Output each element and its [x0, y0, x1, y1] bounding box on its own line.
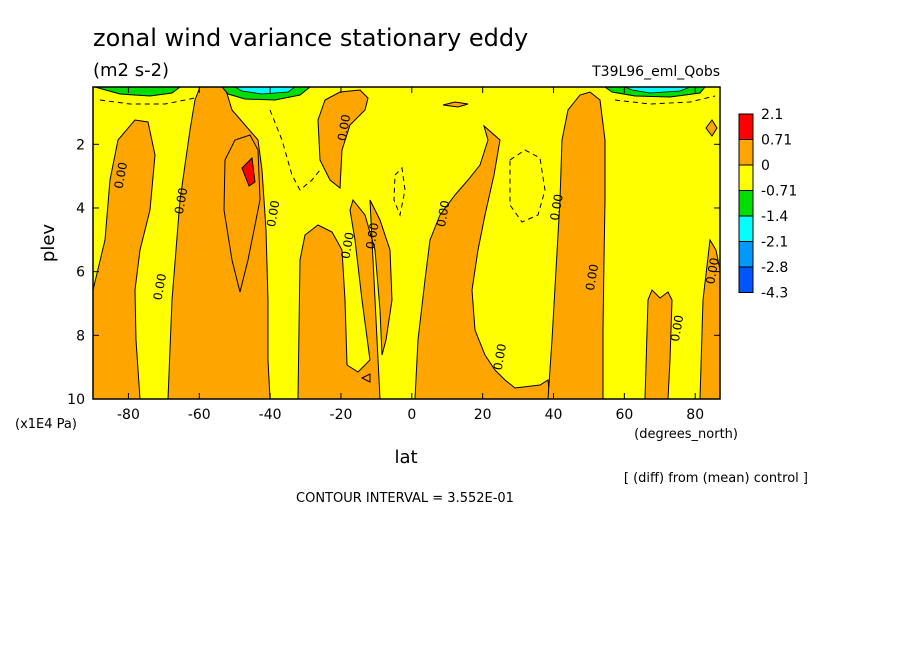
- orange-blob-right: [705, 119, 718, 137]
- orange-region-west: [93, 119, 156, 399]
- y-axis-units: (x1E4 Pa): [15, 417, 77, 432]
- x-tick-label: 80: [686, 407, 704, 423]
- contour-label: 0.00: [112, 161, 130, 190]
- contour-label: 0.00: [338, 231, 356, 260]
- x-tick-label: -20: [330, 407, 353, 423]
- dashed-contour-4: [99, 97, 196, 105]
- colorbar-swatch: [738, 139, 754, 166]
- chart-title: zonal wind variance stationary eddy: [93, 24, 528, 52]
- x-tick-label: 20: [474, 407, 492, 423]
- colorbar-label: 2.1: [761, 107, 783, 123]
- colorbar-label: -0.71: [761, 184, 797, 200]
- contour-label: 0.00: [703, 257, 721, 286]
- colorbar-label: -1.4: [761, 209, 788, 225]
- plot-area: [93, 87, 720, 399]
- experiment-label: T39L96_eml_Qobs: [591, 64, 720, 80]
- chart-units: (m2 s-2): [93, 60, 169, 81]
- colorbar-label: -4.3: [761, 286, 788, 302]
- contour-label: 0.00: [491, 343, 509, 372]
- contour-label: 0.00: [434, 199, 452, 228]
- dashed-contour-5: [614, 95, 716, 105]
- contour-label: 0.00: [547, 193, 565, 222]
- colorbar-swatch: [738, 113, 754, 140]
- green-band-west: [94, 87, 181, 97]
- colorbar-swatch: [738, 190, 754, 217]
- contour-label: 0.00: [172, 187, 190, 216]
- colorbar-label: -2.1: [761, 235, 788, 251]
- orange-blob-tropics: [442, 101, 469, 108]
- orange-region-sh-upper: [317, 89, 369, 189]
- contour-label: 0.00: [335, 113, 353, 142]
- orange-region-pole: [699, 238, 720, 399]
- x-tick-label: 0: [407, 407, 416, 423]
- x-axis-label: lat: [394, 447, 417, 468]
- contour-label: 0.00: [151, 273, 169, 302]
- colorbar-label: -2.8: [761, 260, 788, 276]
- colorbar-swatch: [738, 215, 754, 242]
- contour-line-positive: [223, 134, 261, 293]
- y-axis: 2 4 6 8 10: [67, 137, 720, 408]
- orange-region-tropics: [414, 124, 551, 399]
- x-tick-label: 60: [615, 407, 633, 423]
- comparison-note: [ (diff) from (mean) control ]: [624, 471, 808, 486]
- colorbar-swatch: [738, 241, 754, 268]
- cyan-band-east: [624, 87, 691, 94]
- y-tick-label: 10: [67, 392, 85, 408]
- contour-label: 0.00: [583, 263, 601, 292]
- x-tick-label: -40: [259, 407, 282, 423]
- y-tick-label: 8: [76, 328, 85, 344]
- orange-region-nh-midlat: [547, 91, 606, 399]
- cyan-band-middle: [234, 87, 296, 95]
- contour-label: 0.00: [363, 222, 381, 251]
- x-tick-label: -80: [117, 407, 140, 423]
- x-axis: -80 -60 -40 -20 0 20 40 60 80: [117, 87, 704, 423]
- colorbar: 2.1 0.71 0 -0.71 -1.4 -2.1 -2.8 -4.3: [738, 107, 797, 302]
- dashed-contour-3: [509, 149, 546, 223]
- y-tick-label: 4: [76, 201, 85, 217]
- contour-labels: 0.00 0.00 0.00 0.00 0.00 0.00 0.00 0.00 0.00 0.00…: [112, 113, 722, 372]
- x-axis-units: (degrees_north): [634, 427, 738, 442]
- contour-label: 0.00: [264, 199, 282, 228]
- x-tick-label: -60: [188, 407, 211, 423]
- x-tick-label: 40: [545, 407, 563, 423]
- orange-region-sh-subtrop: [297, 198, 393, 399]
- y-axis-label: plev: [38, 224, 59, 263]
- orange-blob-small: [360, 373, 371, 383]
- red-region: [241, 156, 256, 187]
- colorbar-label: 0.71: [761, 133, 792, 149]
- colorbar-swatch: [738, 164, 754, 191]
- y-tick-label: 2: [76, 137, 85, 153]
- contour-label: 0.00: [668, 314, 686, 343]
- colorbar-swatch: [738, 266, 754, 293]
- colorbar-label: 0: [761, 158, 770, 174]
- contour-interval: CONTOUR INTERVAL = 3.552E-01: [296, 491, 514, 506]
- plot-frame: [92, 86, 721, 400]
- y-tick-label: 6: [76, 265, 85, 281]
- dashed-contour-1: [269, 109, 321, 191]
- orange-region-nh-highlat: [644, 289, 673, 399]
